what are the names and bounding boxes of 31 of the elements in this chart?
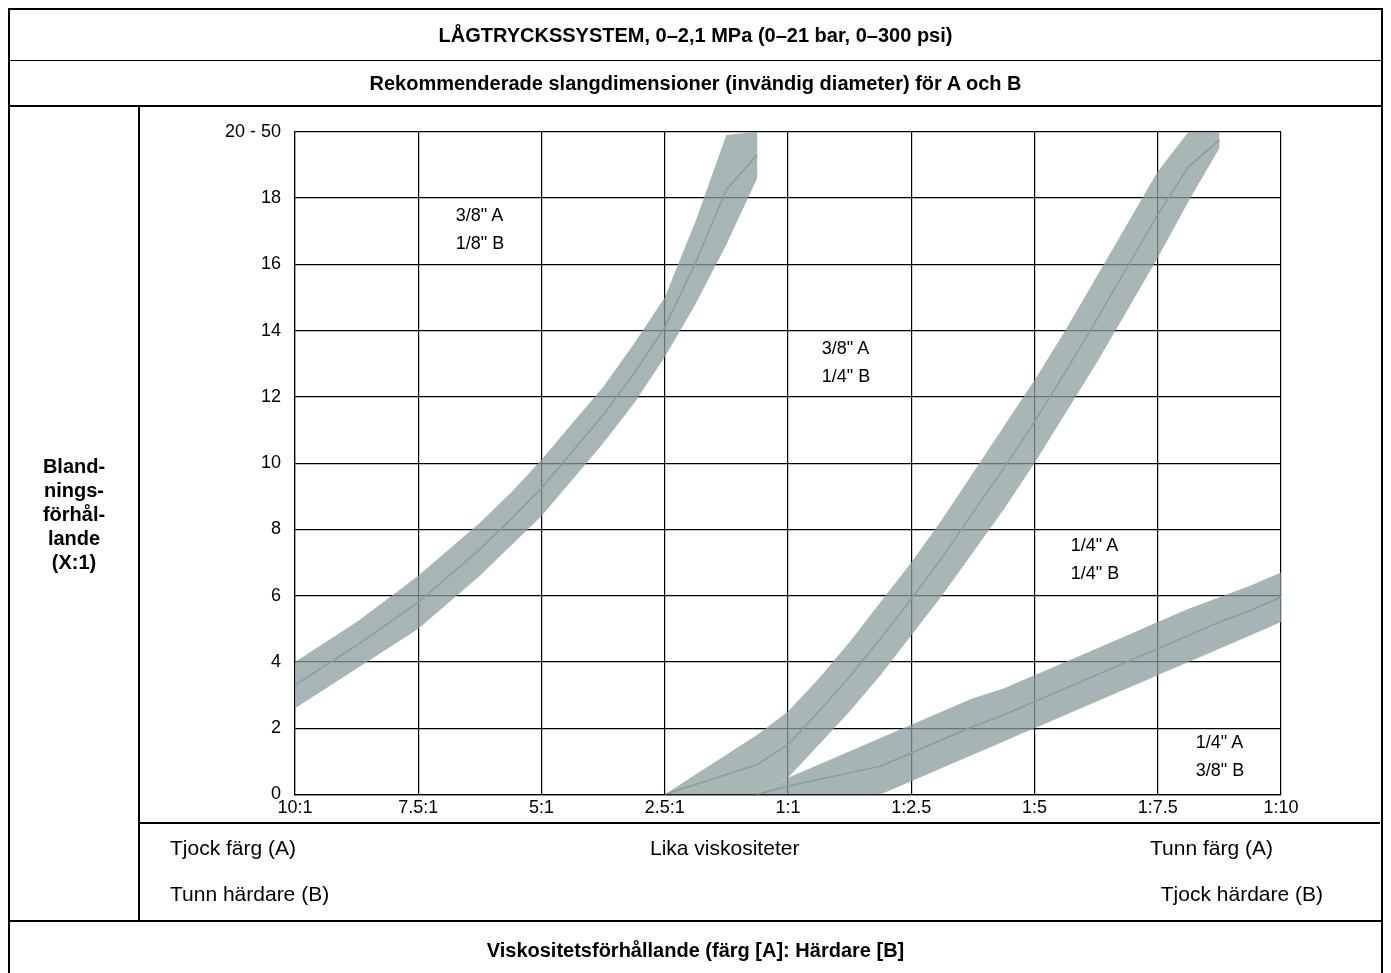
y-tick-label: 18: [260, 187, 281, 208]
text: Viskositetsförhållande (färg [A]: Härdare [B]: [10, 920, 1381, 973]
y-tick-label: 16: [260, 253, 281, 274]
x-tick-label: 1:10: [1263, 797, 1299, 818]
y-tick-label: 10: [260, 452, 281, 473]
chart-subtitle: Rekommenderade slangdimensioner (invändig diameter) för A och B: [10, 61, 1381, 107]
x-tick-label: 1:2.5: [891, 797, 932, 818]
text: Tunn färg (A): [1150, 836, 1273, 860]
x-tick-label: 2.5:1: [644, 797, 685, 818]
text: Bland- nings- förhål- lande (X:1): [10, 107, 140, 920]
text: Tjock färg (A): [170, 836, 297, 860]
annotation: 1/4" A 1/4" B: [1070, 534, 1120, 585]
annotation: 3/8" A 1/8" B: [455, 204, 505, 255]
y-tick-label: 20 - 50: [224, 120, 281, 141]
chart-title: LÅGTRYCKSSYSTEM, 0–2,1 MPa (0–21 bar, 0–300 psi): [10, 10, 1381, 61]
text: Tunn härdare (B): [170, 882, 330, 906]
text: Tjock härdare (B): [1160, 882, 1323, 906]
x-tick-label: 1:7.5: [1137, 797, 1178, 818]
x-tick-label: 1:5: [1021, 797, 1048, 818]
x-tick-label: 5:1: [528, 797, 555, 818]
text: Lika viskositeter: [650, 836, 800, 860]
annotation: 3/8" A 1/4" B: [821, 337, 871, 388]
x-tick-label: 7.5:1: [398, 797, 439, 818]
y-tick-label: 4: [270, 650, 281, 671]
y-tick-label: 8: [270, 518, 281, 539]
y-tick-label: 6: [270, 584, 281, 605]
annotation: 1/4" A 3/8" B: [1195, 731, 1245, 782]
y-tick-label: 12: [260, 385, 281, 406]
y-tick-label: 14: [260, 319, 281, 340]
x-tick-label: 1:1: [775, 797, 801, 818]
y-tick-label: 2: [270, 717, 281, 738]
